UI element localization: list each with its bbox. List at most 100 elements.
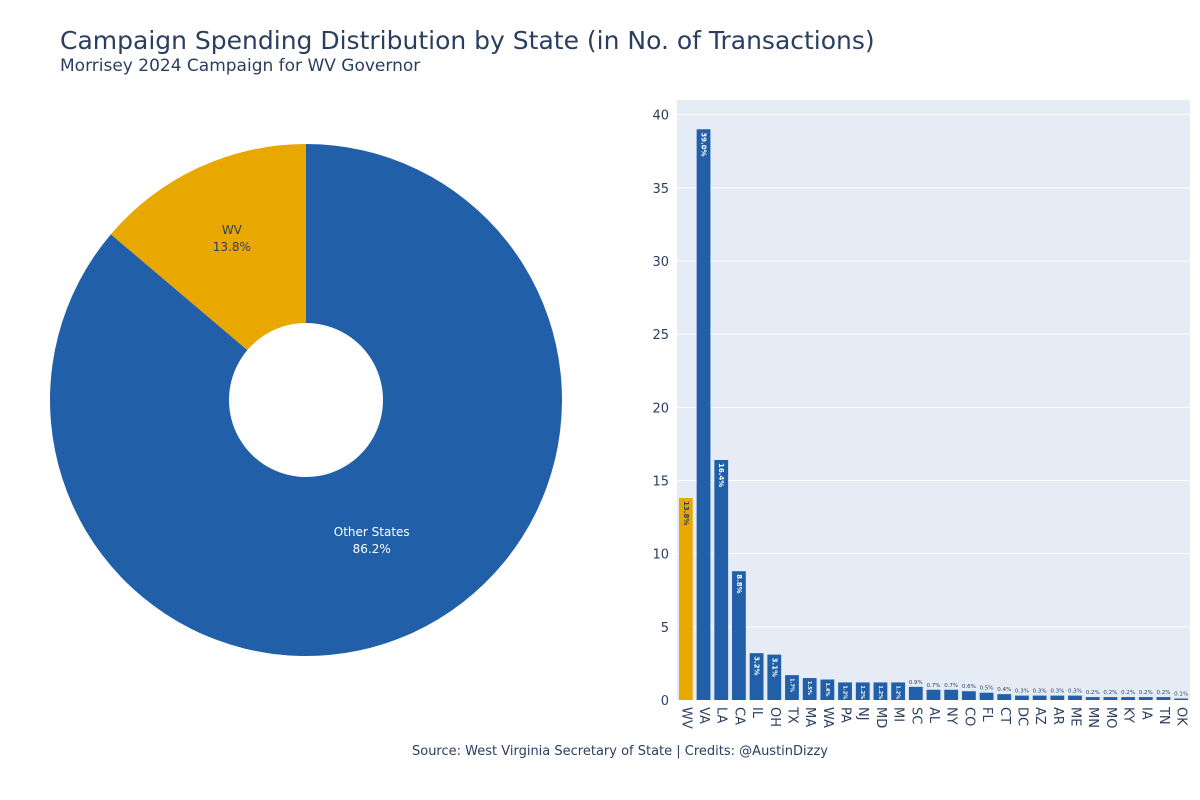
x-tick-label: OK <box>1174 707 1189 726</box>
bar-ok[interactable] <box>1174 698 1189 700</box>
x-tick-label: MN <box>1085 707 1100 728</box>
bar-data-label: 0.2% <box>1103 690 1117 696</box>
bar-data-label: 3.1% <box>770 658 778 677</box>
bar-oh[interactable] <box>767 654 782 700</box>
bar-data-label: 1.5% <box>806 681 812 695</box>
bar-wv[interactable] <box>678 498 693 700</box>
x-tick-label: NY <box>944 707 959 725</box>
bar-la[interactable] <box>714 460 729 700</box>
bar-tn[interactable] <box>1156 697 1171 700</box>
x-tick-label: DC <box>1014 707 1029 726</box>
x-tick-label: TN <box>1156 706 1171 725</box>
bar-data-label: 0.9% <box>909 680 923 686</box>
x-tick-label: MD <box>873 707 888 728</box>
donut-slice-name: Other States <box>334 525 410 539</box>
x-tick-label: ME <box>1068 707 1083 726</box>
bar-data-label: 1.7% <box>788 678 794 692</box>
bar-data-label: 0.1% <box>1174 692 1188 698</box>
bar-data-label: 0.7% <box>927 683 941 689</box>
x-tick-label: WA <box>820 707 835 728</box>
bar-data-label: 39.0% <box>700 132 708 156</box>
bar-plot-area <box>677 100 1190 700</box>
bar-ca[interactable] <box>732 571 746 700</box>
donut-slice-name: WV <box>222 223 243 237</box>
bar-data-label: 1.2% <box>859 685 865 699</box>
bar-data-label: 8.8% <box>735 574 743 593</box>
bar-data-label: 1.2% <box>842 685 848 699</box>
bar-md[interactable] <box>873 682 888 700</box>
bar-co[interactable] <box>961 691 976 700</box>
bar-data-label: 0.3% <box>1033 689 1047 695</box>
bar-fl[interactable] <box>979 692 994 700</box>
y-tick-label: 25 <box>652 328 669 343</box>
bar-mi[interactable] <box>891 682 906 700</box>
x-tick-label: CT <box>997 707 1012 724</box>
x-tick-label: MI <box>891 707 906 722</box>
bar-data-label: 1.4% <box>824 683 830 697</box>
bar-az[interactable] <box>1032 695 1047 700</box>
bar-ma[interactable] <box>802 678 817 700</box>
x-tick-label: LA <box>714 707 729 724</box>
bar-tx[interactable] <box>785 675 799 700</box>
bar-data-label: 0.4% <box>997 687 1011 693</box>
x-tick-label: VA <box>696 707 711 724</box>
bar-mo[interactable] <box>1103 697 1118 700</box>
x-tick-label: KY <box>1121 707 1136 723</box>
y-tick-label: 40 <box>652 109 669 124</box>
bar-chart: 0 5 10 15 20 25 30 35 40 13.8% WV 39.0% VA 16.4% LA 8.8… <box>652 100 1190 729</box>
bar-data-label: 1.2% <box>877 685 883 699</box>
bar-ia[interactable] <box>1138 697 1153 700</box>
bar-mn[interactable] <box>1085 697 1100 700</box>
bar-data-label: 0.2% <box>1086 690 1100 696</box>
x-tick-label: WV <box>678 707 693 729</box>
bar-data-label: 0.2% <box>1139 690 1153 696</box>
donut-slice-other[interactable] <box>50 144 562 656</box>
bar-ny[interactable] <box>944 689 959 700</box>
bar-dc[interactable] <box>1015 695 1029 700</box>
x-tick-label: OH <box>767 707 782 727</box>
x-tick-label: MO <box>1103 707 1118 728</box>
bar-va[interactable] <box>696 129 711 700</box>
x-tick-label: AL <box>926 707 941 724</box>
bar-me[interactable] <box>1068 695 1082 700</box>
bar-wa[interactable] <box>820 679 835 700</box>
y-tick-label: 30 <box>652 255 669 270</box>
donut-chart: WV 13.8% Other States 86.2% <box>50 144 562 656</box>
x-tick-label: FL <box>979 707 994 722</box>
bar-data-label: 0.3% <box>1050 689 1064 695</box>
donut-slice-percent: 13.8% <box>213 240 251 254</box>
bar-ky[interactable] <box>1121 697 1135 700</box>
y-tick-label: 15 <box>652 474 669 489</box>
bar-sc[interactable] <box>908 686 923 700</box>
x-tick-label: SC <box>908 707 923 724</box>
y-tick-label: 0 <box>661 694 669 709</box>
x-tick-label: CA <box>731 707 746 725</box>
bar-pa[interactable] <box>838 682 852 700</box>
donut-slice-percent: 86.2% <box>353 542 391 556</box>
bar-data-label: 13.8% <box>682 501 690 525</box>
bar-ar[interactable] <box>1050 695 1065 700</box>
chart-subtitle: Morrisey 2024 Campaign for WV Governor <box>60 56 421 76</box>
source-credit: Source: West Virginia Secretary of State… <box>411 744 828 759</box>
y-tick-label: 20 <box>652 401 669 416</box>
x-tick-label: MA <box>802 707 817 727</box>
bar-data-label: 0.3% <box>1015 689 1029 695</box>
bar-il[interactable] <box>749 653 764 700</box>
bar-data-label: 16.4% <box>717 463 725 487</box>
y-tick-label: 5 <box>661 621 669 636</box>
x-tick-label: CO <box>961 707 976 726</box>
bar-data-label: 1.2% <box>895 685 901 699</box>
chart-title: Campaign Spending Distribution by State … <box>60 26 875 55</box>
bar-data-label: 0.6% <box>962 684 976 690</box>
bar-ct[interactable] <box>997 694 1012 700</box>
x-tick-label: TX <box>784 706 799 724</box>
bar-al[interactable] <box>926 689 941 700</box>
bar-data-label: 0.2% <box>1121 690 1135 696</box>
bar-data-label: 3.2% <box>753 656 761 675</box>
x-tick-label: NJ <box>855 707 870 721</box>
bar-data-label: 0.2% <box>1156 690 1170 696</box>
x-tick-label: PA <box>838 707 853 723</box>
bar-nj[interactable] <box>855 682 870 700</box>
donut-slice-wv[interactable] <box>110 144 306 351</box>
